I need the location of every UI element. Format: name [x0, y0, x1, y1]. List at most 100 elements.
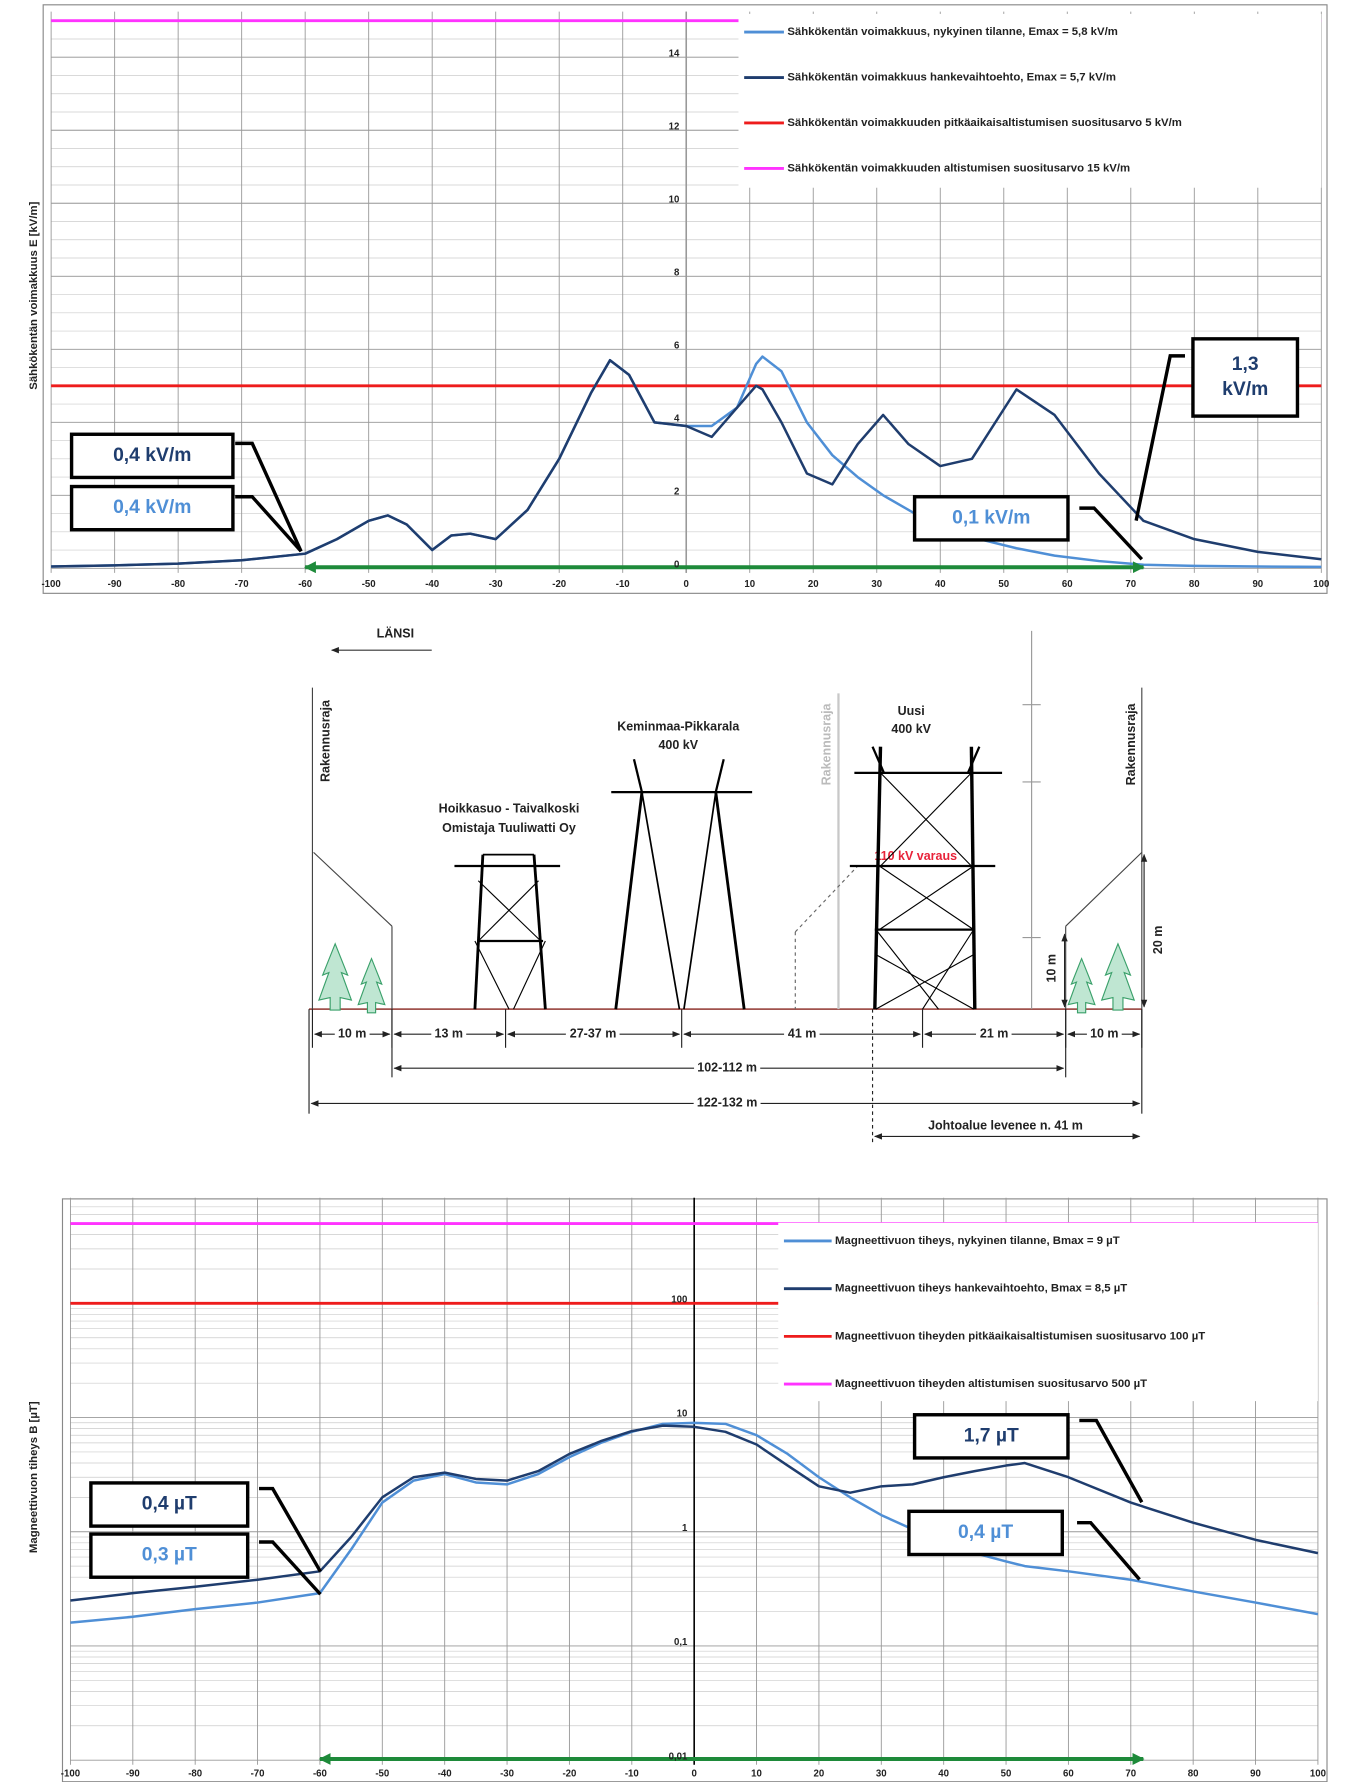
height-label: 10 m	[1044, 954, 1058, 982]
x-tick-label: -50	[362, 579, 376, 590]
width-label: 10 m	[1090, 1026, 1118, 1040]
line-name: Uusi	[898, 704, 925, 718]
diagram-stroke	[871, 746, 885, 774]
annotation-box	[912, 495, 1070, 542]
x-tick-label: 0	[691, 1768, 696, 1779]
x-tick-label: 40	[938, 1768, 949, 1779]
y-tick-label: 12	[669, 121, 680, 132]
annotation-leader	[235, 441, 303, 552]
x-tick-label: -10	[616, 579, 630, 590]
x-tick-label: -80	[171, 579, 185, 590]
annotation-leader	[259, 1540, 322, 1596]
x-tick-label: -20	[562, 1768, 576, 1779]
annotation-leader	[259, 1486, 322, 1573]
annotation-label: 1,3	[1232, 354, 1259, 375]
annotation-leader	[1079, 506, 1144, 561]
x-tick-label: 0	[684, 579, 689, 590]
x-tick-label: -100	[61, 1768, 80, 1779]
legend-label: Sähkökentän voimakkuus hankevaihtoehto, …	[787, 72, 1116, 84]
x-tick-label: 50	[1001, 1768, 1012, 1779]
x-tick-label: 20	[808, 579, 819, 590]
annotation-label: 0,1 kV/m	[952, 507, 1030, 528]
y-tick-label: 4	[674, 413, 680, 424]
line-owner: Omistaja Tuuliwatti Oy	[442, 821, 576, 835]
annotation-label: 1,7 µT	[964, 1425, 1019, 1446]
x-tick-label: 80	[1189, 579, 1200, 590]
x-tick-label: -40	[438, 1768, 452, 1779]
diagram-stroke	[875, 954, 974, 1010]
width-label: 27-37 m	[570, 1026, 617, 1040]
x-tick-label: 90	[1252, 579, 1263, 590]
line-name: Keminmaa-Pikkarala	[617, 720, 740, 734]
y-tick-label: 10	[677, 1409, 688, 1420]
legend-box	[778, 1222, 1318, 1402]
x-tick-label: 20	[814, 1768, 825, 1779]
diagram-stroke	[513, 940, 546, 1010]
annotation-label: 0,4 kV/m	[113, 445, 191, 466]
annotation-label: 0,4 µT	[958, 1522, 1013, 1543]
x-tick-label: -50	[375, 1768, 389, 1779]
building-limit-label: Rakennusraja	[1124, 702, 1138, 785]
line-voltage: 400 kV	[891, 722, 931, 736]
diagram-stroke	[477, 880, 542, 942]
annotation-box	[912, 1413, 1070, 1460]
annotation-label: 0,3 µT	[142, 1545, 197, 1566]
x-tick-label: 10	[751, 1768, 762, 1779]
diagram-stroke	[473, 854, 485, 1010]
series-line	[70, 1421, 1319, 1624]
diagram-stroke	[714, 791, 746, 1010]
x-tick-label: 70	[1125, 1768, 1136, 1779]
annotation-leader	[1077, 1520, 1141, 1581]
x-tick-label: 100	[1310, 1768, 1326, 1779]
x-tick-label: 30	[876, 1768, 887, 1779]
diagram-stroke	[614, 791, 644, 1010]
tree	[357, 957, 386, 1014]
legend-label: Magneettivuon tiheys hankevaihtoehto, Bm…	[835, 1283, 1127, 1295]
x-tick-label: 90	[1250, 1768, 1261, 1779]
diagram-stroke	[641, 792, 681, 1010]
legend-label: Sähkökentän voimakkuuden pitkäaikaisalti…	[787, 117, 1182, 129]
y-tick-label: 14	[669, 48, 680, 59]
diagram-stroke	[1065, 851, 1143, 927]
height-label: 20 m	[1151, 926, 1165, 954]
annotation-label: 0,4 µT	[142, 1494, 197, 1515]
annotation-box	[69, 432, 235, 480]
series-line	[51, 358, 1322, 568]
legend-label: Magneettivuon tiheyden pitkäaikaisaltist…	[835, 1330, 1205, 1342]
annotation-label: 0,4 kV/m	[113, 497, 191, 518]
diagram-stroke	[683, 792, 717, 1010]
cross-section-diagram: LÄNSI Rakennusraja Rakennusraja Rakennus…	[308, 626, 1165, 1144]
y-tick-label: 10	[669, 194, 680, 205]
annotation-box	[89, 1532, 250, 1579]
y-axis-label: Sähkökentän voimakkuus E [kV/m]	[28, 201, 40, 389]
annotation-box	[69, 484, 235, 532]
x-tick-label: -90	[108, 579, 122, 590]
y-tick-label: 0,1	[674, 1637, 688, 1648]
building-limit-label: Rakennusraja	[318, 699, 332, 782]
span-label: 102-112 m	[697, 1061, 757, 1075]
x-tick-label: -20	[552, 579, 566, 590]
chart: Sähkökentän voimakkuus, nykyinen tilanne…	[28, 4, 1329, 594]
y-tick-label: 2	[674, 486, 679, 497]
annotation-leader	[235, 495, 303, 553]
diagram-stroke	[632, 758, 644, 793]
x-tick-label: -90	[126, 1768, 140, 1779]
span-label: 122-132 m	[697, 1096, 757, 1110]
x-tick-label: -80	[188, 1768, 202, 1779]
series-line	[70, 1424, 1319, 1602]
x-tick-label: 40	[935, 579, 946, 590]
annotation-label: kV/m	[1222, 379, 1268, 400]
tree	[1100, 942, 1136, 1011]
widening-label: Johtoalue levenee n. 41 m	[928, 1118, 1083, 1132]
width-label: 21 m	[980, 1026, 1008, 1040]
legend-label: Magneettivuon tiheys, nykyinen tilanne, …	[835, 1235, 1120, 1247]
x-tick-label: -60	[313, 1768, 327, 1779]
diagram-stroke	[966, 746, 981, 774]
annotation-leader	[1134, 354, 1185, 521]
reserve-label: 110 kV varaus	[874, 849, 957, 863]
diagram-stroke	[313, 851, 393, 927]
x-tick-label: -30	[489, 579, 503, 590]
diagram-stroke	[880, 772, 972, 867]
